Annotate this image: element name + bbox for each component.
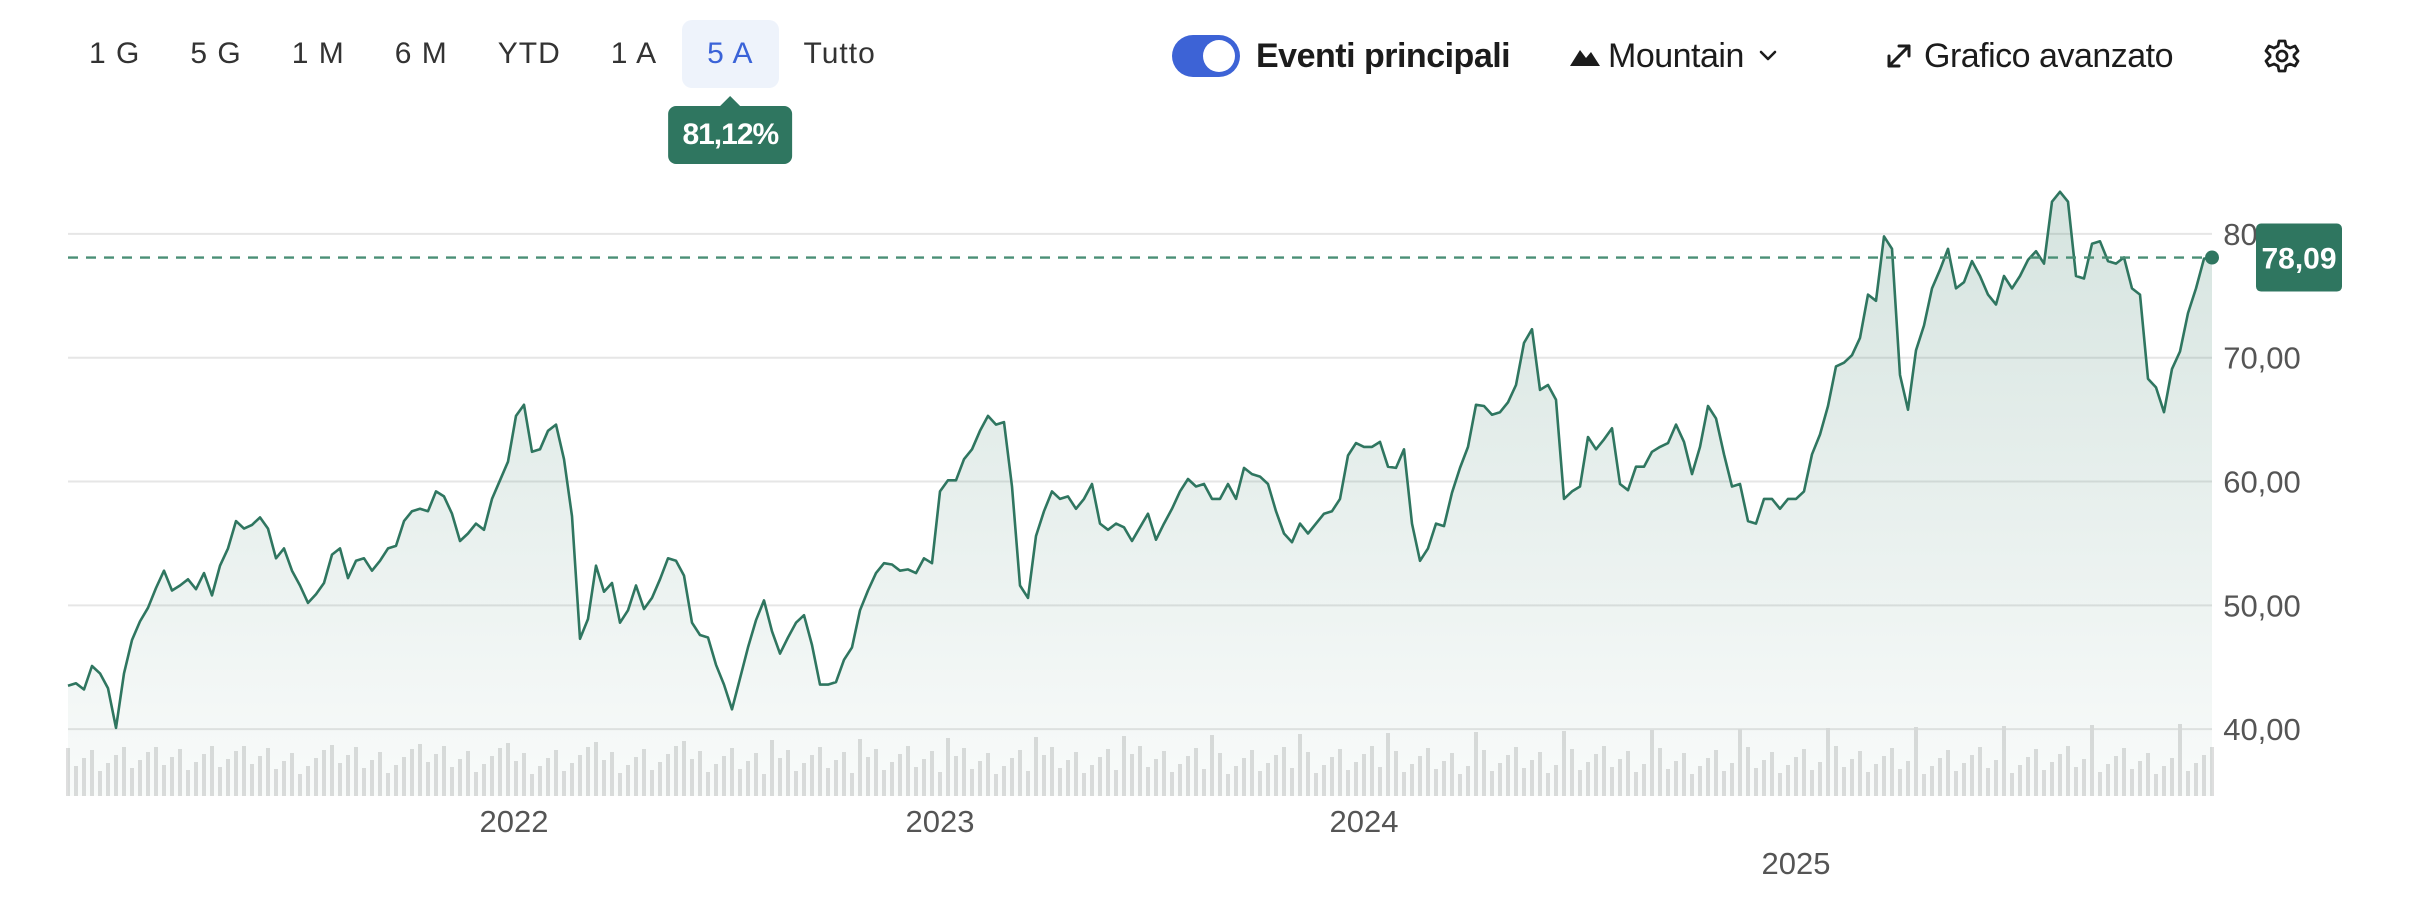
x-tick-label: 2022 (480, 804, 549, 839)
key-events-toggle[interactable]: Eventi principali (1172, 26, 1511, 86)
last-price-label: 78,09 (2261, 243, 2336, 276)
key-events-switch[interactable] (1172, 35, 1240, 77)
key-events-label: Eventi principali (1256, 36, 1511, 75)
range-tab-6m[interactable]: 6 M (394, 37, 448, 70)
range-tab-1g[interactable]: 1 G (89, 37, 141, 70)
y-tick-label: 40,00 (2223, 712, 2301, 747)
settings-button[interactable] (2264, 26, 2300, 86)
last-price-dot (2205, 250, 2219, 265)
chart-style-dropdown[interactable]: Mountain (1568, 26, 1778, 86)
range-selector: 1 G 5 G 1 M 6 M YTD 1 A 5 A 81,12% Tutto (64, 20, 901, 164)
range-tab-tutto[interactable]: Tutto (803, 37, 876, 70)
range-tab-ytd[interactable]: YTD (497, 37, 561, 70)
x-tick-label: 2024 (1330, 804, 1399, 839)
range-tab-1m[interactable]: 1 M (291, 37, 345, 70)
y-tick-label: 70,00 (2223, 341, 2301, 376)
x-tick-label: 2025 (1762, 846, 1831, 881)
chevron-down-icon (1758, 49, 1778, 63)
expand-icon (1884, 41, 1914, 71)
gear-icon (2264, 38, 2300, 74)
advanced-chart-label: Grafico avanzato (1924, 36, 2174, 75)
range-tab-1a[interactable]: 1 A (610, 37, 658, 70)
toggle-knob (1203, 40, 1235, 72)
price-area (68, 191, 2212, 797)
range-tab-5g[interactable]: 5 G (190, 37, 242, 70)
advanced-chart-button[interactable]: Grafico avanzato (1884, 26, 2174, 86)
last-price-box (2256, 223, 2342, 292)
y-tick-label: 60,00 (2223, 465, 2301, 500)
range-tab-5a-label: 5 A (707, 37, 754, 70)
y-tick-label: 50,00 (2223, 588, 2301, 623)
mountain-icon (1568, 44, 1602, 68)
x-tick-label: 2023 (906, 804, 975, 839)
range-tab-5a[interactable]: 5 A 81,12% (668, 20, 793, 164)
chart-style-label: Mountain (1608, 36, 1744, 75)
price-line (67, 190, 2213, 730)
change-percent-badge: 81,12% (668, 96, 793, 164)
x-axis: 2022 2023 2024 2025 (480, 804, 1831, 881)
